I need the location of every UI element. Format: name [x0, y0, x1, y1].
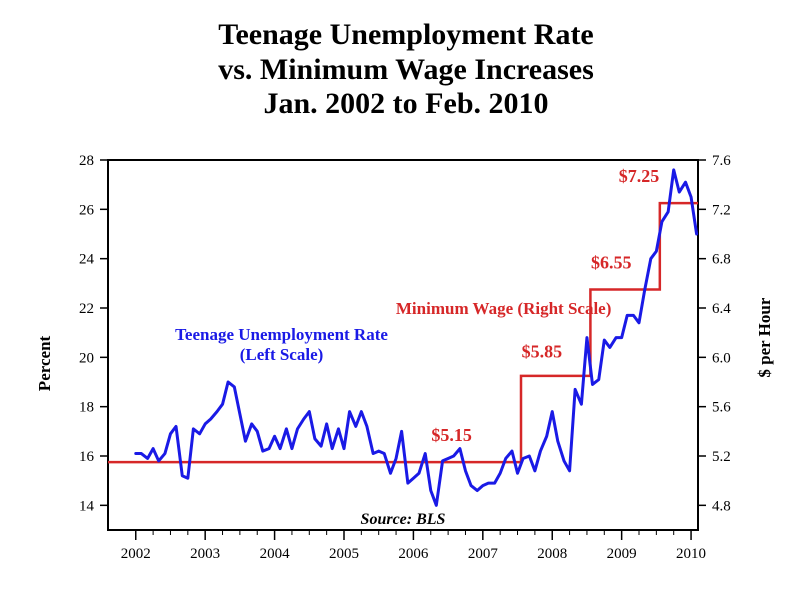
x-tick-label: 2007 — [468, 546, 499, 562]
step-label: $6.55 — [591, 253, 632, 273]
step-label: $5.85 — [522, 341, 563, 361]
yl-tick-label: 28 — [79, 153, 94, 169]
x-tick-label: 2010 — [676, 546, 706, 562]
x-tick-label: 2002 — [121, 546, 151, 562]
x-tick-label: 2003 — [190, 546, 220, 562]
x-tick-label: 2008 — [537, 546, 567, 562]
yl-tick-label: 22 — [79, 301, 94, 317]
unemp-annotation-line: (Left Scale) — [240, 345, 324, 364]
x-tick-label: 2009 — [607, 546, 637, 562]
unemp-annotation-line: Teenage Unemployment Rate — [175, 325, 388, 344]
step-label: $5.15 — [431, 425, 472, 445]
yr-tick-label: 6.0 — [712, 350, 731, 366]
x-tick-label: 2004 — [260, 546, 291, 562]
source-note: Source: BLS — [361, 511, 446, 528]
yl-tick-label: 24 — [79, 252, 95, 268]
yr-tick-label: 5.2 — [712, 449, 731, 465]
step-label: $7.25 — [619, 166, 660, 186]
yl-tick-label: 20 — [79, 350, 94, 366]
yr-tick-label: 7.6 — [712, 153, 731, 169]
y-right-label: $ per Hour — [755, 297, 774, 377]
yl-tick-label: 14 — [79, 498, 95, 514]
yl-tick-label: 16 — [79, 449, 95, 465]
minwage-annotation: Minimum Wage (Right Scale) — [396, 299, 611, 318]
yr-tick-label: 4.8 — [712, 498, 731, 514]
yl-tick-label: 18 — [79, 400, 94, 416]
x-tick-label: 2005 — [329, 546, 359, 562]
yr-tick-label: 7.2 — [712, 202, 731, 218]
yl-tick-label: 26 — [79, 202, 95, 218]
x-tick-label: 2006 — [398, 546, 429, 562]
yr-tick-label: 6.8 — [712, 252, 731, 268]
yr-tick-label: 5.6 — [712, 400, 731, 416]
yr-tick-label: 6.4 — [712, 301, 731, 317]
y-left-label: Percent — [35, 335, 54, 391]
chart-svg: 2002 2003 2004 2005 2006 2007 2008 2009 2010 14 16… — [0, 0, 812, 612]
